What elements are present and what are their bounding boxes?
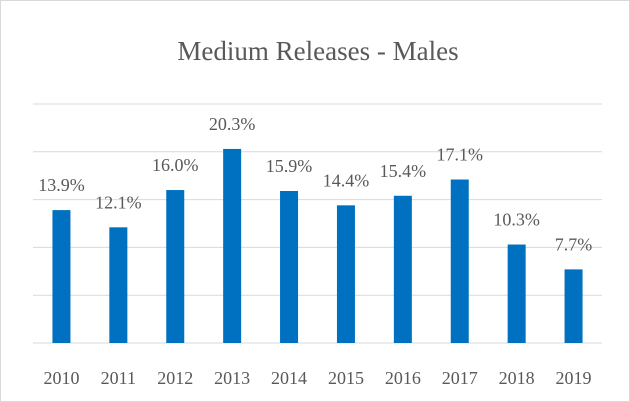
bar bbox=[52, 210, 71, 343]
bar bbox=[336, 205, 355, 343]
x-tick-label: 2014 bbox=[271, 368, 307, 388]
chart-title: Medium Releases - Males bbox=[177, 36, 458, 66]
data-label: 13.9% bbox=[38, 175, 85, 195]
x-tick-label: 2015 bbox=[328, 368, 364, 388]
data-label: 20.3% bbox=[209, 114, 256, 134]
x-tick-label: 2016 bbox=[385, 368, 421, 388]
x-tick-label: 2017 bbox=[442, 368, 478, 388]
data-label: 17.1% bbox=[437, 145, 484, 165]
bar bbox=[280, 190, 299, 343]
bar bbox=[564, 269, 583, 343]
data-label: 16.0% bbox=[152, 155, 199, 175]
data-label: 10.3% bbox=[493, 210, 540, 230]
data-label: 7.7% bbox=[555, 235, 593, 255]
bar bbox=[507, 244, 526, 343]
x-tick-label: 2010 bbox=[43, 368, 79, 388]
data-label: 15.9% bbox=[266, 156, 313, 176]
x-tick-label: 2012 bbox=[157, 368, 193, 388]
data-label: 12.1% bbox=[95, 192, 142, 212]
x-tick-label: 2018 bbox=[499, 368, 535, 388]
data-label: 15.4% bbox=[380, 161, 427, 181]
x-tick-label: 2011 bbox=[101, 368, 136, 388]
x-tick-label: 2019 bbox=[556, 368, 592, 388]
bar bbox=[223, 148, 242, 343]
bar bbox=[393, 195, 412, 343]
x-tick-label: 2013 bbox=[214, 368, 250, 388]
bar bbox=[109, 227, 128, 343]
bar bbox=[166, 190, 185, 343]
bar bbox=[450, 179, 469, 343]
data-label: 14.4% bbox=[323, 170, 370, 190]
